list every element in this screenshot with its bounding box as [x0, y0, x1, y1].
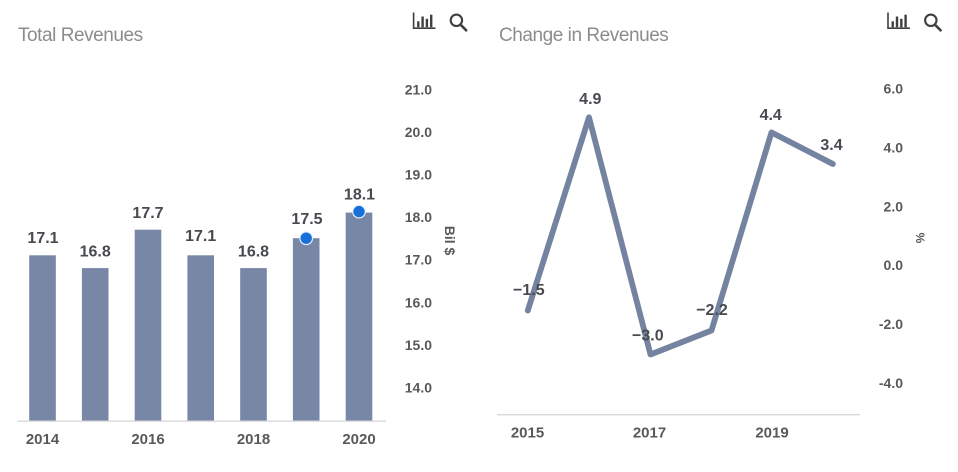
svg-text:−2.2: −2.2	[696, 302, 728, 319]
svg-text:18.1: 18.1	[344, 187, 375, 204]
svg-text:−3.0: −3.0	[632, 328, 664, 345]
svg-text:17.5: 17.5	[291, 211, 322, 228]
svg-text:17.0: 17.0	[405, 252, 432, 268]
svg-text:−1.5: −1.5	[513, 282, 545, 299]
svg-text:2020: 2020	[342, 431, 375, 448]
svg-text:4.9: 4.9	[579, 91, 601, 108]
svg-text:20.0: 20.0	[405, 124, 432, 140]
svg-text:17.1: 17.1	[27, 230, 58, 247]
svg-text:-2.0: -2.0	[879, 316, 903, 332]
svg-text:4.4: 4.4	[760, 107, 782, 124]
svg-text:Change in Revenues: Change in Revenues	[499, 25, 668, 46]
svg-text:18.0: 18.0	[405, 209, 432, 225]
svg-text:-4.0: -4.0	[879, 375, 903, 391]
svg-text:Total Revenues: Total Revenues	[18, 25, 143, 46]
svg-text:16.0: 16.0	[405, 294, 432, 310]
svg-text:2018: 2018	[237, 431, 270, 448]
svg-text:17.1: 17.1	[185, 228, 216, 245]
svg-text:17.7: 17.7	[132, 205, 163, 222]
svg-text:2.0: 2.0	[884, 198, 904, 214]
svg-text:0.0: 0.0	[884, 257, 904, 273]
svg-text:2016: 2016	[131, 431, 164, 448]
svg-text:21.0: 21.0	[405, 81, 432, 97]
svg-text:15.0: 15.0	[405, 337, 432, 353]
svg-text:2014: 2014	[26, 431, 60, 448]
svg-text:3.4: 3.4	[820, 137, 842, 154]
svg-text:4.0: 4.0	[884, 139, 904, 155]
svg-text:2015: 2015	[511, 425, 544, 442]
svg-text:Bil $: Bil $	[442, 226, 458, 256]
svg-text:%: %	[913, 233, 927, 244]
svg-text:19.0: 19.0	[405, 167, 432, 183]
svg-text:16.8: 16.8	[238, 243, 269, 260]
svg-text:6.0: 6.0	[884, 81, 904, 97]
svg-text:2017: 2017	[633, 425, 666, 442]
svg-text:14.0: 14.0	[405, 380, 432, 396]
svg-text:16.8: 16.8	[80, 243, 111, 260]
svg-text:2019: 2019	[755, 425, 788, 442]
